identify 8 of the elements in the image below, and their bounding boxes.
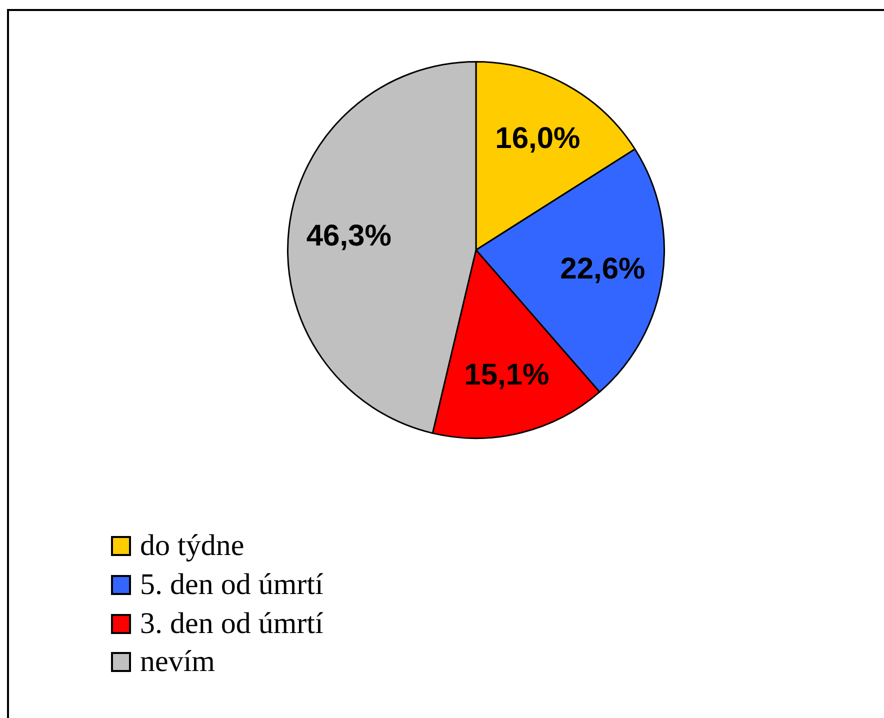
data-label: 15,1% (464, 358, 550, 392)
data-label: 22,6% (560, 252, 646, 286)
legend-label: do týdne (140, 529, 244, 564)
legend-label: 5. den od úmrtí (140, 568, 324, 602)
legend-label: 3. den od úmrtí (140, 606, 324, 641)
data-label: 46,3% (306, 219, 392, 252)
legend-label: nevím (140, 645, 215, 680)
data-label: 16,0% (495, 122, 580, 156)
